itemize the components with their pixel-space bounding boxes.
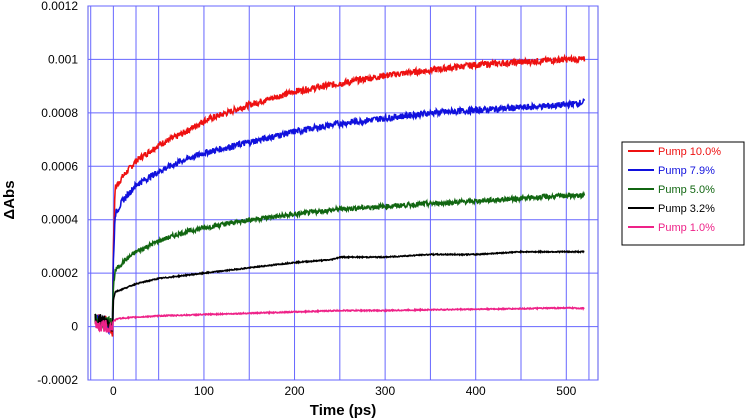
legend-label: Pump 10.0%: [658, 146, 721, 158]
legend: Pump 10.0% Pump 7.9% Pump 5.0% Pump 3.2% Pum…: [621, 141, 745, 246]
x-tick-label: 300: [375, 384, 395, 398]
x-tick-label: 500: [556, 384, 576, 398]
y-tick-label: 0.001: [48, 52, 78, 66]
x-axis-title: Time (ps): [310, 402, 376, 419]
legend-label: Pump 7.9%: [658, 165, 715, 177]
series-line: [94, 305, 585, 333]
y-tick-label: 0: [71, 320, 78, 334]
y-tick-label: 0.0012: [41, 0, 78, 13]
plot-area: [87, 5, 599, 381]
legend-label: Pump 3.2%: [658, 203, 715, 215]
y-tick-label: 0.0004: [41, 213, 78, 227]
series-line: [94, 190, 586, 329]
y-tick-label: 0.0006: [41, 159, 78, 173]
x-tick-label: 0: [110, 384, 117, 398]
y-tick-label: -0.0002: [37, 373, 78, 387]
y-axis-title: ΔAbs: [1, 180, 18, 219]
legend-label: Pump 5.0%: [658, 184, 715, 196]
x-tick-label: 400: [466, 384, 486, 398]
legend-label: Pump 1.0%: [658, 222, 715, 234]
series-line: [94, 249, 585, 332]
x-tick-label: 200: [285, 384, 305, 398]
series-line: [94, 53, 586, 337]
data-series: [94, 53, 586, 337]
tick-labels: 0 100 200 300 400 500 -0.0002 0 0.0002 0.0004 0.00…: [37, 0, 576, 398]
y-tick-label: 0.0008: [41, 106, 78, 120]
y-tick-label: 0.0002: [41, 266, 78, 280]
series-line: [94, 98, 586, 336]
x-tick-label: 100: [194, 384, 214, 398]
